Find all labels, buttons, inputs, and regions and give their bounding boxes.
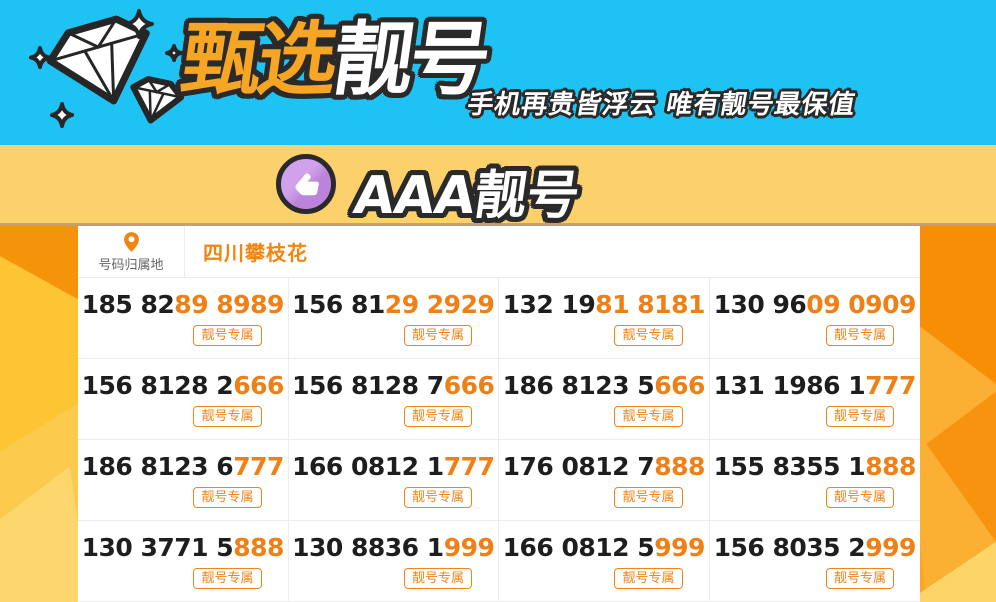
page-subtitle: 手机再贵皆浮云 唯有靓号最保值	[464, 90, 859, 120]
premium-badge: 靓号专属	[403, 325, 472, 346]
premium-badge: 靓号专属	[193, 487, 262, 508]
phone-number-suffix: 89 8989	[174, 290, 284, 319]
phone-number-suffix: 777	[233, 452, 284, 481]
premium-badge: 靓号专属	[403, 487, 472, 508]
main-area: 号码归属地 四川攀枝花 185 8289 8989 靓号专属 156 8129 …	[0, 226, 996, 602]
phone-number-prefix: 156 8035 2	[713, 533, 866, 562]
page-title-rest: 靓号	[327, 13, 493, 106]
premium-badge: 靓号专属	[193, 406, 262, 427]
location-row: 号码归属地 四川攀枝花	[78, 226, 920, 278]
phone-number: 130 3771 5888	[78, 533, 288, 562]
phone-number: 155 8355 1888	[710, 452, 921, 481]
phone-number: 156 8035 2999	[710, 533, 921, 562]
phone-number: 156 8128 2666	[78, 371, 288, 400]
phone-number-prefix: 130 3771 5	[81, 533, 234, 562]
phone-number-cell[interactable]: 166 0812 5999 靓号专属	[499, 521, 710, 602]
section-banner: AAA靓号	[0, 145, 996, 226]
phone-number-cell[interactable]: 156 8035 2999 靓号专属	[709, 521, 921, 602]
phone-number-suffix: 666	[654, 371, 705, 400]
phone-number-cell[interactable]: 156 8128 7666 靓号专属	[288, 359, 499, 440]
phone-number-cell[interactable]: 156 8128 2666 靓号专属	[78, 359, 289, 440]
location-value: 四川攀枝花	[203, 241, 308, 265]
phone-number: 156 8129 2929	[289, 290, 499, 319]
location-label: 号码归属地	[98, 257, 164, 273]
premium-badge: 靓号专属	[825, 406, 894, 427]
phone-number-suffix: 777	[443, 452, 495, 481]
phone-number-cell[interactable]: 186 8123 6777 靓号专属	[78, 440, 289, 521]
section-title: AAA靓号	[350, 166, 584, 226]
phone-number-prefix: 166 0812 1	[292, 452, 444, 481]
phone-number-suffix: 888	[865, 452, 916, 481]
premium-badge: 靓号专属	[193, 568, 262, 589]
premium-badge: 靓号专属	[403, 568, 472, 589]
premium-badge: 靓号专属	[614, 568, 683, 589]
phone-number-prefix: 176 0812 7	[502, 452, 655, 481]
premium-badge: 靓号专属	[193, 325, 262, 346]
phone-number-cell[interactable]: 166 0812 1777 靓号专属	[288, 440, 499, 521]
phone-number-cell[interactable]: 176 0812 7888 靓号专属	[499, 440, 710, 521]
phone-number-suffix: 888	[654, 452, 705, 481]
divider-line	[0, 223, 996, 226]
premium-badge: 靓号专属	[403, 406, 472, 427]
diamonds-icon	[29, 9, 185, 128]
premium-badge: 靓号专属	[614, 406, 683, 427]
premium-badge: 靓号专属	[614, 325, 683, 346]
phone-number: 132 1981 8181	[499, 290, 709, 319]
premium-badge: 靓号专属	[614, 487, 683, 508]
phone-number-cell[interactable]: 130 3771 5888 靓号专属	[78, 521, 289, 602]
premium-badge: 靓号专属	[825, 568, 894, 589]
phone-number-cell[interactable]: 185 8289 8989 靓号专属	[78, 278, 289, 359]
phone-number-prefix: 130 96	[713, 290, 807, 319]
phone-number-prefix: 155 8355 1	[713, 452, 866, 481]
phone-number: 166 0812 5999	[499, 533, 709, 562]
phone-number-suffix: 999	[443, 533, 495, 562]
promo-header: 甄选靓号 手机再贵皆浮云 唯有靓号最保值	[0, 0, 996, 145]
phone-number: 185 8289 8989	[78, 290, 288, 319]
number-card: 号码归属地 四川攀枝花 185 8289 8989 靓号专属 156 8129 …	[78, 226, 920, 602]
phone-number: 130 9609 0909	[710, 290, 921, 319]
page-title-accent: 甄选	[175, 13, 341, 106]
phone-number-prefix: 130 8836 1	[292, 533, 444, 562]
phone-number-suffix: 666	[443, 371, 495, 400]
phone-number-suffix: 999	[654, 533, 705, 562]
phone-number: 156 8128 7666	[289, 371, 499, 400]
premium-badge: 靓号专属	[825, 487, 894, 508]
phone-number: 131 1986 1777	[710, 371, 921, 400]
premium-badge: 靓号专属	[825, 325, 894, 346]
phone-number: 166 0812 1777	[289, 452, 499, 481]
phone-number-cell[interactable]: 130 8836 1999 靓号专属	[288, 521, 499, 602]
phone-number-prefix: 156 8128 7	[292, 371, 444, 400]
thumb-up-icon	[276, 154, 336, 214]
phone-number: 130 8836 1999	[289, 533, 499, 562]
phone-number-prefix: 132 19	[502, 290, 596, 319]
phone-number-cell[interactable]: 131 1986 1777 靓号专属	[709, 359, 921, 440]
phone-number-prefix: 156 81	[292, 290, 385, 319]
phone-number-cell[interactable]: 155 8355 1888 靓号专属	[709, 440, 921, 521]
phone-number-prefix: 186 8123 6	[81, 452, 234, 481]
phone-number-suffix: 999	[865, 533, 916, 562]
phone-number: 186 8123 6777	[78, 452, 288, 481]
phone-number-cell[interactable]: 130 9609 0909 靓号专属	[709, 278, 921, 359]
phone-number-prefix: 185 82	[81, 290, 175, 319]
phone-number-grid: 185 8289 8989 靓号专属 156 8129 2929 靓号专属 13…	[78, 278, 920, 602]
phone-number-cell[interactable]: 186 8123 5666 靓号专属	[499, 359, 710, 440]
phone-number-prefix: 186 8123 5	[502, 371, 655, 400]
page-title: 甄选靓号	[175, 13, 493, 106]
phone-number-cell[interactable]: 132 1981 8181 靓号专属	[499, 278, 710, 359]
phone-number-prefix: 131 1986 1	[713, 371, 866, 400]
phone-number-prefix: 156 8128 2	[81, 371, 234, 400]
phone-number-suffix: 666	[233, 371, 284, 400]
phone-number-suffix: 09 0909	[806, 290, 916, 319]
phone-number-suffix: 888	[233, 533, 284, 562]
location-left-block: 号码归属地	[78, 226, 185, 277]
phone-number-suffix: 777	[865, 371, 916, 400]
phone-number-suffix: 29 2929	[384, 290, 495, 319]
phone-number: 176 0812 7888	[499, 452, 709, 481]
map-pin-icon	[123, 231, 139, 252]
phone-number: 186 8123 5666	[499, 371, 709, 400]
phone-number-prefix: 166 0812 5	[502, 533, 655, 562]
phone-number-suffix: 81 8181	[595, 290, 705, 319]
phone-number-cell[interactable]: 156 8129 2929 靓号专属	[288, 278, 499, 359]
